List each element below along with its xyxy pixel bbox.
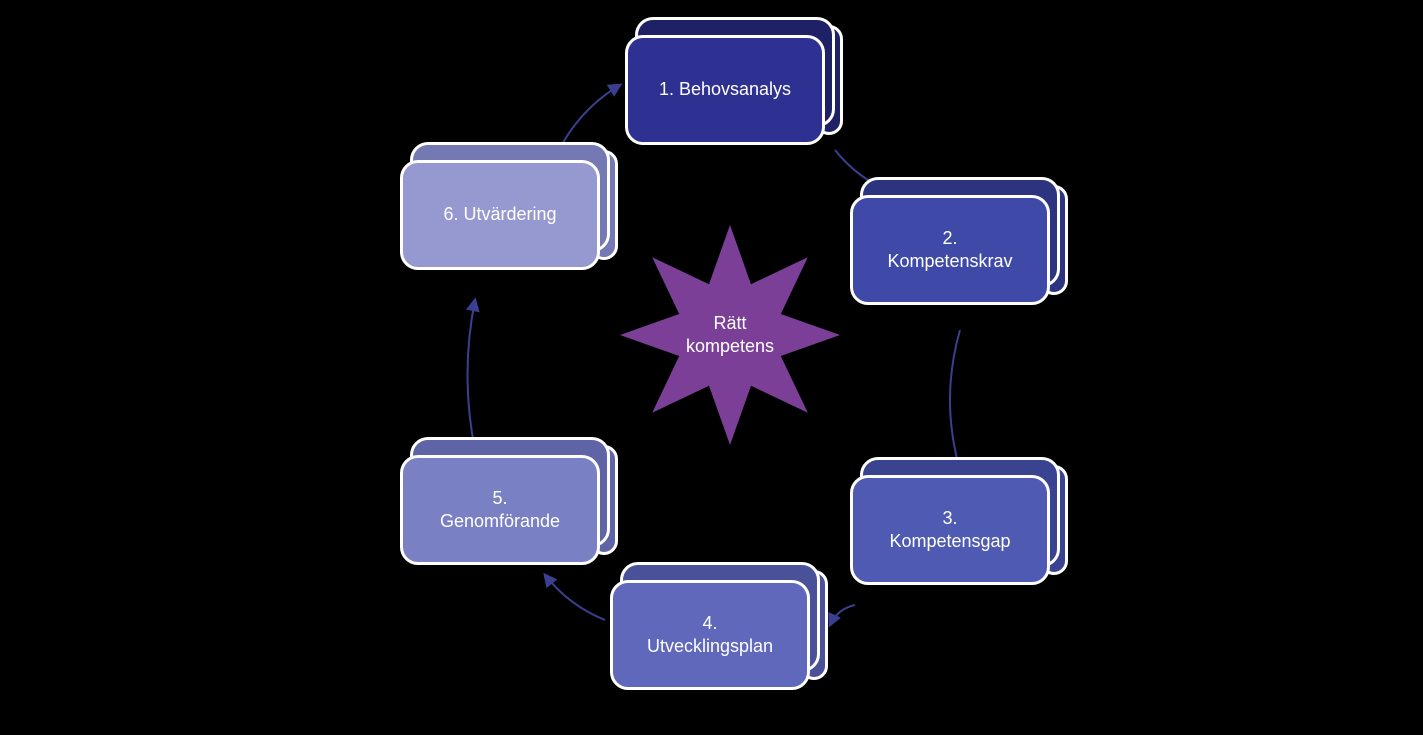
node-4-utvecklingsplan: 4.Utvecklingsplan bbox=[610, 580, 828, 708]
node-5-genomforande: 5.Genomförande bbox=[400, 455, 618, 583]
node-1-behovsanalys: 1. Behovsanalys bbox=[625, 35, 843, 163]
node-3-label: 3.Kompetensgap bbox=[850, 475, 1050, 585]
node-6-utvardering: 6. Utvärdering bbox=[400, 160, 618, 288]
cycle-diagram: Rättkompetens 1. Behovsanalys 2.Kompeten… bbox=[0, 0, 1423, 735]
node-6-label: 6. Utvärdering bbox=[400, 160, 600, 270]
node-3-kompetensgap: 3.Kompetensgap bbox=[850, 475, 1068, 603]
node-2-kompetenskrav: 2.Kompetenskrav bbox=[850, 195, 1068, 323]
node-5-label: 5.Genomförande bbox=[400, 455, 600, 565]
node-4-label: 4.Utvecklingsplan bbox=[610, 580, 810, 690]
node-1-label: 1. Behovsanalys bbox=[625, 35, 825, 145]
node-2-label: 2.Kompetenskrav bbox=[850, 195, 1050, 305]
